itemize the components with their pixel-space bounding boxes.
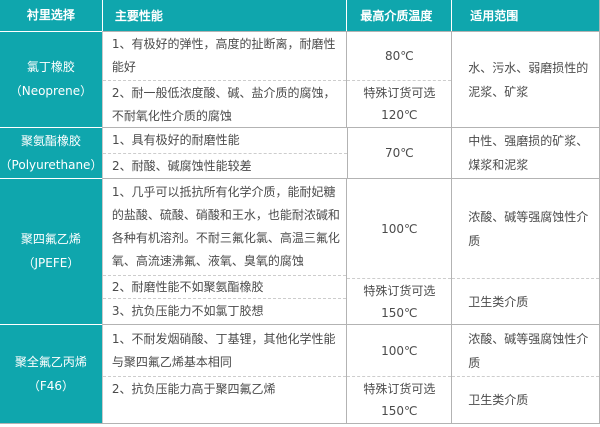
performance-item: 3、抗负压能力不如氯丁胶想 (102, 298, 347, 324)
lining-cell: 聚氨酯橡胶 （Polyurethane） (0, 127, 102, 178)
temp-line: 特殊订货可选 (363, 283, 436, 298)
table-row-f46: 聚全氟乙丙烯 （F46） 1、不耐发烟硝酸、丁基锂，其他化学性能与聚四氟乙烯基本… (0, 324, 599, 423)
temp-value: 100℃ (347, 179, 451, 278)
scope-cell: 浓酸、碱等强腐蚀性介质 卫生类介质 (451, 324, 599, 423)
header-lining: 衬里选择 (0, 0, 102, 31)
temp-line: 特殊订货可选 (363, 86, 436, 100)
material-name: 聚氨酯橡胶 (20, 133, 81, 148)
temp-cell: 100℃ 特殊订货可选 150℃ (346, 324, 452, 423)
scope-cell: 中性、强磨损的矿浆、煤浆和泥浆 (451, 127, 599, 178)
temp-line: 特殊订货可选 (363, 382, 436, 396)
material-name-en: （JPEFE） (22, 256, 80, 270)
scope-cell: 水、污水、弱磨损性的泥浆、矿浆 (451, 31, 599, 127)
temp-line: 70℃ (385, 146, 414, 160)
performance-item: 1、有极好的弹性，高度的扯断离，耐磨性能好 (111, 37, 336, 74)
scope-value: 水、污水、弱磨损性的泥浆、矿浆 (468, 60, 589, 99)
temp-cell: 100℃ 特殊订货可选 150℃ (346, 178, 452, 324)
temp-line: 100℃ (381, 343, 418, 358)
lining-cell: 聚全氟乙丙烯 （F46） (0, 324, 102, 423)
scope-value: 卫生类介质 (452, 278, 599, 324)
temp-line: 120℃ (381, 108, 418, 122)
performance-cell: 1、几乎可以抵抗所有化学介质，能耐妃糖的盐酸、硫酸、硝酸和王水，也能耐浓碱和各种… (101, 178, 347, 324)
performance-item: 2、抗负压能力高于聚四氟乙烯 (102, 376, 347, 423)
scope-cell: 浓酸、碱等强腐蚀性介质 卫生类介质 (451, 178, 599, 324)
performance-item: 1、几乎可以抵抗所有化学介质，能耐妃糖的盐酸、硫酸、硝酸和王水，也能耐浓碱和各种… (111, 185, 340, 268)
scope-value: 浓酸、碱等强腐蚀性介质 (468, 331, 589, 370)
performance-cell: 1、不耐发烟硝酸、丁基锂，其他化学性能与聚四氟乙烯基本相同 2、抗负压能力高于聚… (101, 324, 347, 423)
performance-item: 2、耐酸、碱腐蚀性能较差 (103, 153, 347, 179)
header-scope: 适用范围 (451, 0, 599, 31)
scope-value: 中性、强磨损的矿浆、煤浆和泥浆 (468, 134, 589, 172)
material-name-en: （Neoprene） (9, 84, 93, 98)
temp-line: 80℃ (384, 49, 414, 63)
lining-cell: 聚四氟乙烯 （JPEFE） (0, 178, 102, 324)
performance-item: 1、不耐发烟硝酸、丁基锂，其他化学性能与聚四氟乙烯基本相同 (111, 331, 336, 369)
material-name-en: （Polyurethane） (0, 157, 103, 172)
temp-cell: 70℃ (346, 127, 452, 178)
temp-value: 70℃ (348, 128, 452, 178)
temp-cell: 80℃ 特殊订货可选 120℃ (346, 31, 452, 127)
performance-item: 2、耐磨性能不如聚氨酯橡胶 (102, 275, 347, 298)
table-row-ptfe: 聚四氟乙烯 （JPEFE） 1、几乎可以抵抗所有化学介质，能耐妃糖的盐酸、硫酸、… (0, 178, 599, 324)
temp-line: 150℃ (381, 305, 418, 320)
table-header-row: 衬里选择 主要性能 最高介质温度 适用范围 (0, 0, 599, 31)
material-name-en: （F46） (27, 378, 74, 393)
lining-cell: 氯丁橡胶 （Neoprene） (0, 31, 102, 127)
temp-value: 100℃ (347, 325, 451, 376)
temp-line: 150℃ (381, 404, 418, 418)
table-row-neoprene: 氯丁橡胶 （Neoprene） 1、有极好的弹性，高度的扯断离，耐磨性能好 2、… (0, 31, 599, 127)
table-row-polyurethane: 聚氨酯橡胶 （Polyurethane） 1、具有极好的耐磨性能 2、耐酸、碱腐… (0, 127, 599, 178)
header-max-temp: 最高介质温度 (346, 0, 452, 31)
temp-value: 特殊订货可选 120℃ (347, 80, 452, 127)
material-name: 氯丁橡胶 (26, 60, 75, 74)
performance-item: 2、耐一般低浓度酸、碱、盐介质的腐蚀，不耐氧化性介质的腐蚀 (102, 80, 347, 129)
temp-value: 特殊订货可选 150℃ (347, 278, 452, 324)
scope-value: 卫生类介质 (452, 376, 599, 423)
temp-line: 100℃ (381, 221, 418, 236)
performance-cell: 1、有极好的弹性，高度的扯断离，耐磨性能好 2、耐一般低浓度酸、碱、盐介质的腐蚀… (101, 31, 347, 129)
temp-value: 特殊订货可选 150℃ (347, 376, 452, 423)
performance-item: 1、具有极好的耐磨性能 (112, 133, 240, 147)
header-performance: 主要性能 (101, 0, 347, 31)
material-name: 聚全氟乙丙烯 (14, 354, 87, 369)
performance-cell: 1、具有极好的耐磨性能 2、耐酸、碱腐蚀性能较差 (102, 127, 347, 178)
material-name: 聚四氟乙烯 (20, 232, 81, 246)
scope-value: 浓酸、碱等强腐蚀性介质 (468, 209, 589, 248)
temp-value: 80℃ (347, 32, 451, 80)
